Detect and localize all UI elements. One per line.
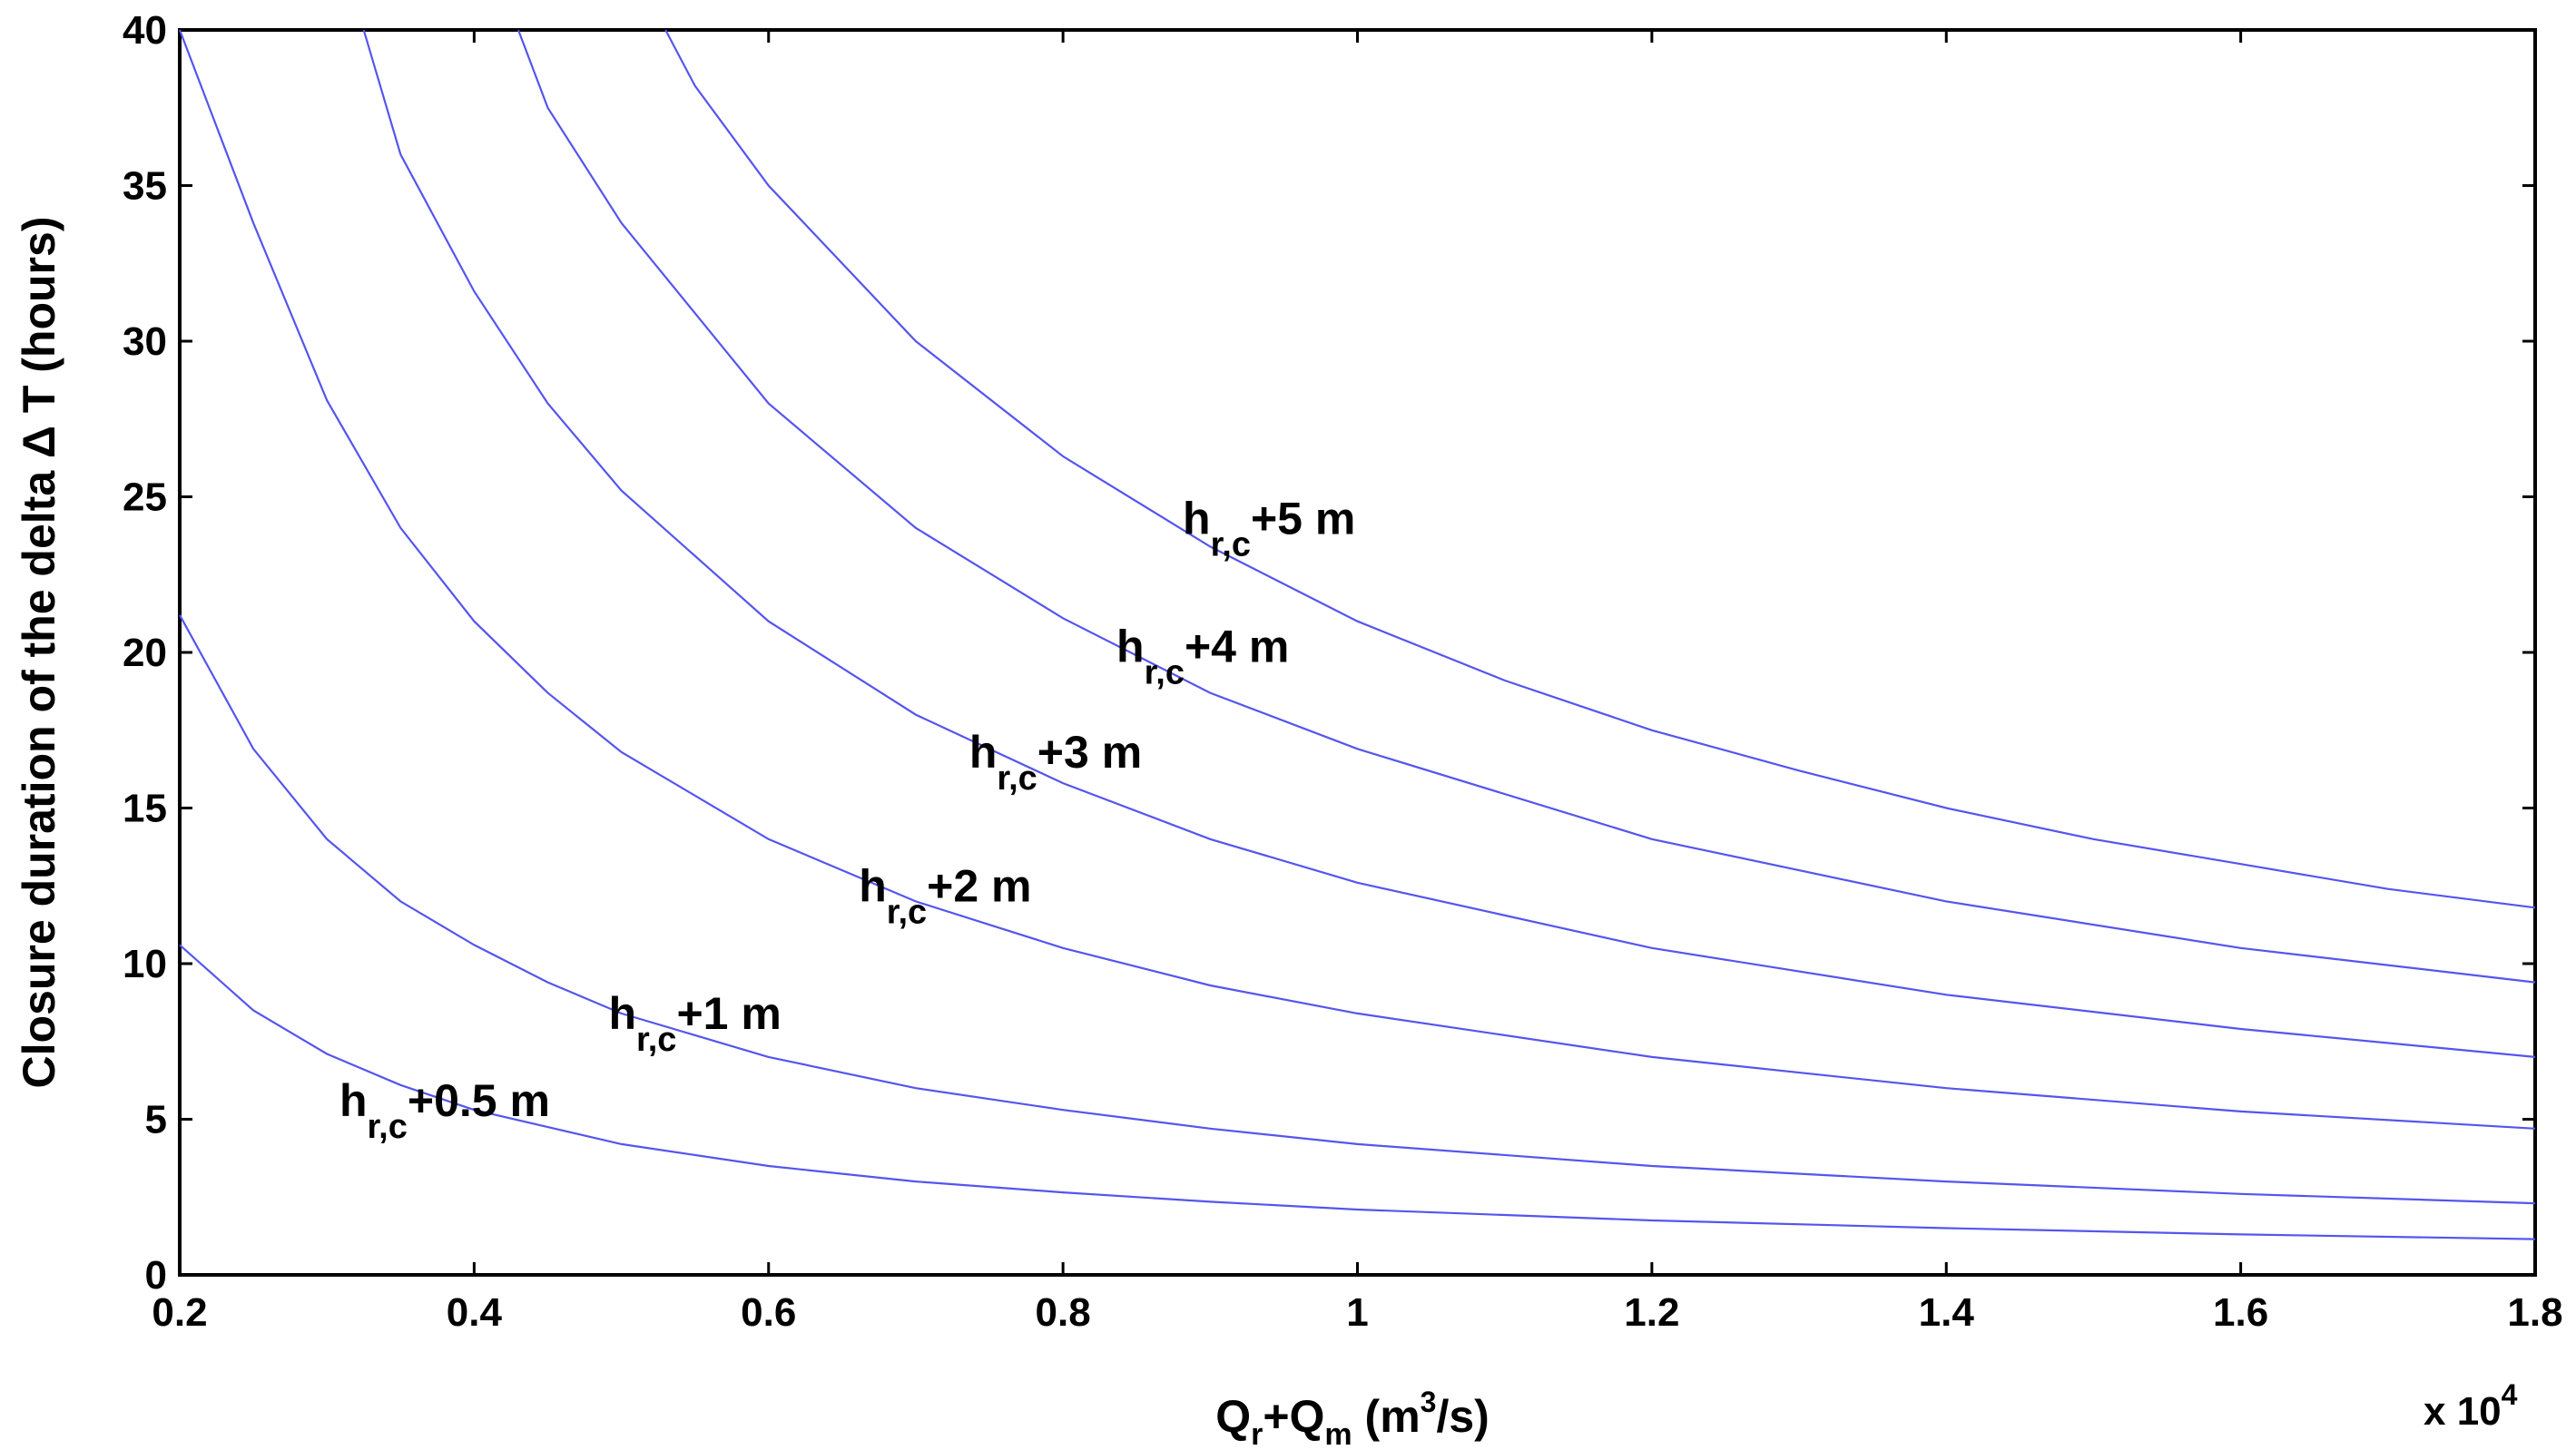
axis-tick-labels: 0.2 0.4 0.6 0.8 1 1.2 1.4 1.6 1.8 0 5 10 15 20 25 30 35 4… (123, 8, 2563, 1335)
series-label-value-2: +2 m (927, 860, 1031, 911)
series-label-sub-5: r,c (1211, 526, 1251, 564)
y-tick-label-7: 35 (123, 164, 167, 209)
y-tick-label-4: 20 (123, 631, 167, 675)
series-label-sub-0: r,c (367, 1108, 407, 1146)
x-multiplier-prefix: x 10 (2424, 1389, 2502, 1434)
series-label-value-1: +1 m (676, 988, 781, 1039)
series-label-sub-1: r,c (636, 1021, 676, 1059)
x-tick-label-7: 1.6 (2213, 1290, 2268, 1335)
x-axis-multiplier: x 104 (2424, 1378, 2518, 1434)
x-tick-label-4: 1 (1346, 1290, 1368, 1335)
series-label-3: hr,c+3 m (969, 727, 1142, 798)
series-label-5: hr,c+5 m (1183, 494, 1355, 564)
y-tick-label-1: 5 (145, 1098, 167, 1142)
y-tick-label-5: 25 (123, 475, 167, 520)
series-label-value-5: +5 m (1251, 494, 1355, 544)
series-line-2 (178, 29, 2536, 1130)
series-label-h-4: h (1116, 621, 1145, 671)
series-label-value-4: +4 m (1185, 621, 1289, 671)
y-tick-label-2: 10 (123, 942, 167, 986)
x-label-plus-q: +Q (1263, 1391, 1324, 1442)
series-label-sub-3: r,c (997, 759, 1037, 798)
series-line-1 (179, 614, 2536, 1205)
x-axis-label: Qr+Qm (m3/s) (1215, 1386, 1490, 1450)
x-tick-label-6: 1.4 (1919, 1290, 1975, 1335)
y-tick-label-8: 40 (123, 8, 167, 53)
x-tick-label-0: 0.2 (152, 1290, 207, 1335)
y-tick-label-6: 30 (123, 319, 167, 364)
x-label-q: Q (1215, 1391, 1251, 1442)
x-label-sup-3: 3 (1421, 1386, 1437, 1418)
x-label-sub-r: r (1251, 1417, 1263, 1450)
series-label-h-5: h (1183, 494, 1211, 544)
x-label-unit-open: (m (1352, 1391, 1421, 1442)
x-tick-label-5: 1.2 (1624, 1290, 1679, 1335)
axis-ticks (178, 28, 2537, 1277)
y-tick-label-3: 15 (123, 787, 167, 831)
x-label-sub-m: m (1324, 1417, 1352, 1450)
x-tick-label-2: 0.6 (741, 1290, 796, 1335)
x-tick-label-1: 0.4 (447, 1290, 503, 1335)
series-label-sub-4: r,c (1145, 653, 1185, 691)
series-line-4 (516, 29, 2536, 984)
x-tick-label-8: 1.8 (2507, 1290, 2562, 1335)
series-label-h-0: h (339, 1075, 368, 1126)
series-label-h-1: h (609, 988, 637, 1039)
series-label-h-2: h (859, 860, 887, 911)
series-label-1: hr,c+1 m (609, 988, 782, 1059)
series-label-4: hr,c+4 m (1116, 621, 1289, 691)
series-line-3 (362, 29, 2536, 1058)
series-label-value-0: +0.5 m (408, 1075, 550, 1126)
y-axis-label: Closure duration of the delta Δ T (hours… (14, 217, 64, 1089)
x-multiplier-exponent: 4 (2502, 1378, 2518, 1411)
curve-labels: hr,c+0.5 mhr,c+1 mhr,c+2 mhr,c+3 mhr,c+4… (339, 494, 1355, 1146)
y-tick-label-0: 0 (145, 1253, 167, 1298)
series-line-0 (179, 944, 2536, 1240)
series-label-h-3: h (969, 727, 998, 778)
series-label-0: hr,c+0.5 m (339, 1075, 550, 1146)
series-label-2: hr,c+2 m (859, 860, 1031, 931)
plot-area (178, 28, 2537, 1277)
series-label-value-3: +3 m (1037, 727, 1142, 778)
x-label-unit-close: /s) (1436, 1391, 1489, 1442)
curves (178, 29, 2536, 1240)
series-label-sub-2: r,c (887, 893, 927, 931)
series-line-5 (664, 29, 2536, 909)
x-tick-label-3: 0.8 (1036, 1290, 1091, 1335)
